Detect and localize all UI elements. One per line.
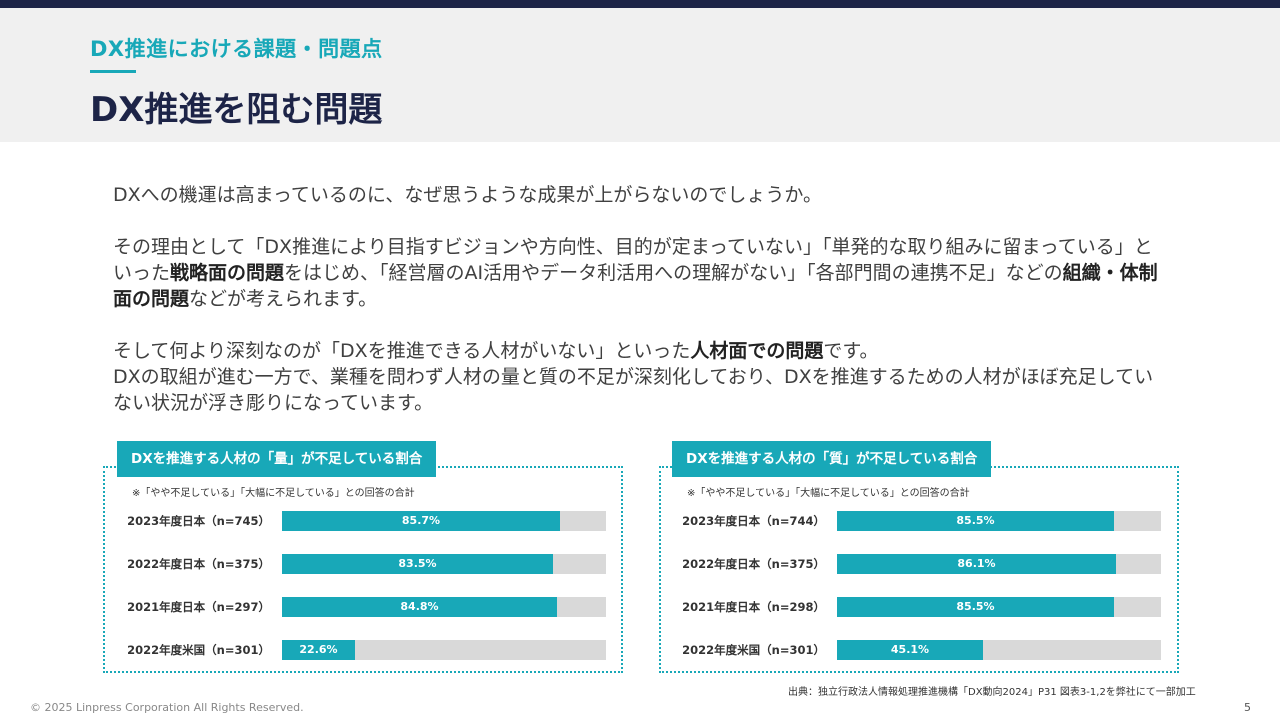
paragraph-1: DXへの機運は高まっているのに、なぜ思うような成果が上がらないのでしょうか。 [113,184,822,206]
bar [282,640,355,660]
bar-track: 22.6% [282,640,606,660]
bar-track: 85.7% [282,511,606,531]
bar [282,554,553,574]
body-text: DXへの機運は高まっているのに、なぜ思うような成果が上がらないのでしょうか。 そ… [113,182,1163,416]
chart-note-quantity: ※「やや不足している」「大幅に不足している」との回答の合計 [132,488,415,499]
bar-value-label: 85.5% [956,600,995,613]
bar [837,554,1116,574]
bar-value-label: 22.6% [299,643,338,656]
p2-bold-2: 組織・体制面の問題 [113,262,1158,310]
bar [837,597,1114,617]
paragraph-3-line-2: DXの取組が進む一方で、業種を問わず人材の量と質の不足が深刻化しており、DXを推… [113,366,1154,414]
p2-text-2: をはじめ、「経営層のAI活用やデータ利活用への理解がない」「各部門間の連携不足」… [284,262,1063,284]
bar-value-label: 83.5% [398,557,437,570]
bar-category-label: 2022年度日本（n=375） [127,557,270,571]
bar-value-label: 45.1% [890,643,930,656]
source-citation: 出典：独立行政法人情報処理推進機構「DX動向2024」P31 図表3-1,2を弊… [788,687,1196,698]
bar-track: 84.8% [282,597,606,617]
bar-value-label: 85.5% [956,514,995,527]
copyright: © 2025 Linpress Corporation All Rights R… [30,701,304,714]
p2-text-3: などが考えられます。 [189,288,378,310]
paragraph-3: そして何より深刻なのが「DXを推進できる人材がいない」といった人材面での問題です… [113,338,1163,364]
top-accent-bar [0,0,1280,8]
bar-track: 85.5% [837,597,1161,617]
p3-text-2: です。 [823,340,879,362]
bar [282,597,557,617]
p2-bold-1: 戦略面の問題 [170,262,285,284]
chart-note-quality: ※「やや不足している」「大幅に不足している」との回答の合計 [687,488,970,499]
bar-track: 45.1% [837,640,1161,660]
bar-category-label: 2022年度米国（n=301） [127,643,270,657]
page-number: 5 [1244,701,1251,714]
bar-value-label: 86.1% [957,557,996,570]
bar-track: 86.1% [837,554,1161,574]
bar-track: 83.5% [282,554,606,574]
bar-value-label: 85.7% [401,514,441,527]
bar [837,640,983,660]
bar [837,511,1114,531]
bar [282,511,560,531]
bar-category-label: 2023年度日本（n=745） [127,514,270,528]
bar-category-label: 2023年度日本（n=744） [682,514,825,528]
bar-category-label: 2021年度日本（n=298） [682,600,825,614]
bar-category-label: 2022年度日本（n=375） [682,557,825,571]
bar-category-label: 2022年度米国（n=301） [682,643,825,657]
p2-text-1: その理由として「DX推進により目指すビジョンや方向性、目的が定まっていない」「単… [113,236,1153,284]
chart-title-quality: DXを推進する人材の「質」が不足している割合 [672,441,992,477]
page-title: DX推進を阻む問題 [90,90,383,130]
slide-header: DX推進における課題・問題点 DX推進を阻む問題 [0,8,1280,142]
chart-title-quantity: DXを推進する人材の「量」が不足している割合 [117,441,437,477]
section-eyebrow: DX推進における課題・問題点 [90,37,383,61]
bar-value-label: 84.8% [400,600,439,613]
paragraph-2: その理由として「DX推進により目指すビジョンや方向性、目的が定まっていない」「単… [113,234,1163,312]
eyebrow-underline [90,70,136,73]
p3-text-1: そして何より深刻なのが「DXを推進できる人材がいない」といった [113,340,691,362]
p3-bold-1: 人材面での問題 [690,340,824,362]
bar-track: 85.5% [837,511,1161,531]
bar-category-label: 2021年度日本（n=297） [127,600,270,614]
